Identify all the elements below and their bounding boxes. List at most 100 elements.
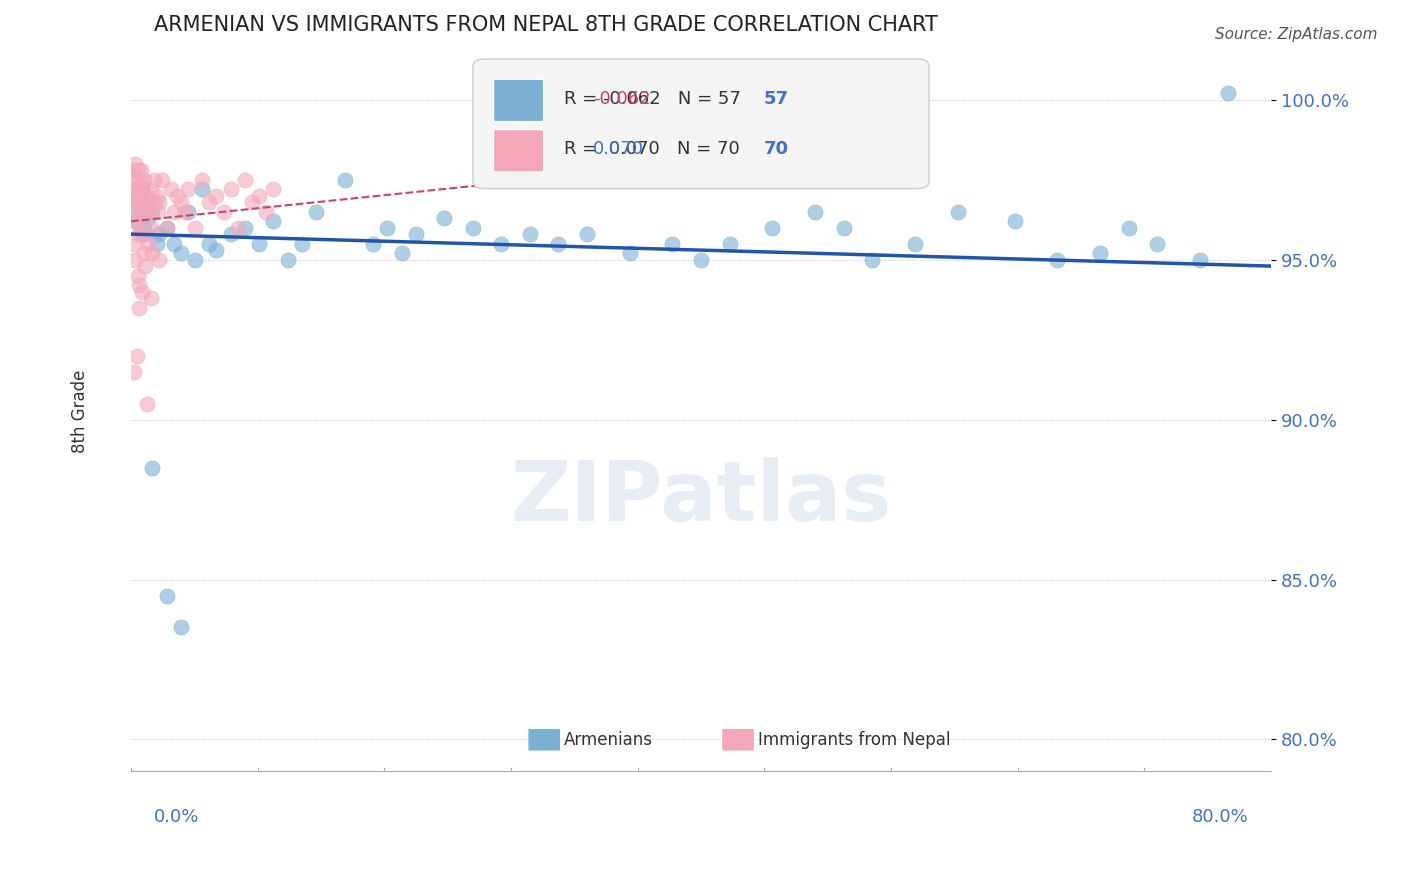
Point: [141, 220, 163, 235]
Point: [129, 188, 152, 202]
Point: [170, 620, 193, 634]
Text: Armenians: Armenians: [564, 731, 654, 748]
Point: [1146, 236, 1168, 251]
Point: [148, 227, 170, 241]
Text: 0.0%: 0.0%: [153, 808, 200, 826]
Point: [128, 188, 150, 202]
FancyBboxPatch shape: [494, 79, 544, 121]
Point: [136, 195, 159, 210]
Point: [191, 182, 214, 196]
Point: [150, 173, 173, 187]
Point: [138, 204, 160, 219]
Point: [132, 220, 155, 235]
Text: 80.0%: 80.0%: [1191, 808, 1249, 826]
Point: [127, 195, 149, 210]
Point: [184, 252, 207, 267]
Point: [141, 246, 163, 260]
Point: [145, 236, 167, 251]
Point: [198, 195, 221, 210]
Point: [125, 182, 148, 196]
Point: [128, 278, 150, 293]
Point: [619, 246, 641, 260]
Point: [860, 252, 883, 267]
Point: [128, 173, 150, 187]
FancyBboxPatch shape: [721, 728, 755, 751]
Point: [143, 195, 166, 210]
Point: [122, 365, 145, 379]
Point: [904, 236, 927, 251]
Point: [131, 285, 153, 299]
Point: [198, 236, 221, 251]
Point: [291, 236, 314, 251]
Point: [142, 173, 165, 187]
Point: [547, 236, 569, 251]
Point: [146, 204, 169, 219]
Point: [804, 204, 827, 219]
Point: [247, 188, 270, 202]
Point: [205, 243, 228, 257]
Point: [127, 163, 149, 178]
Point: [391, 246, 413, 260]
Point: [122, 188, 145, 202]
Point: [134, 188, 156, 202]
Point: [177, 182, 200, 196]
Text: 0.070: 0.070: [593, 140, 644, 158]
Point: [461, 220, 484, 235]
Text: R =  0.070   N = 70: R = 0.070 N = 70: [564, 140, 740, 158]
Point: [718, 236, 741, 251]
Point: [262, 214, 284, 228]
Point: [131, 182, 153, 196]
Text: Source: ZipAtlas.com: Source: ZipAtlas.com: [1215, 27, 1378, 42]
Point: [254, 204, 277, 219]
Point: [148, 252, 170, 267]
Point: [240, 195, 263, 210]
Point: [127, 188, 149, 202]
Point: [124, 157, 146, 171]
Point: [1046, 252, 1069, 267]
Point: [132, 173, 155, 187]
Point: [155, 220, 177, 235]
Point: [170, 246, 193, 260]
Point: [135, 396, 157, 410]
Point: [134, 227, 156, 241]
Point: [132, 246, 155, 260]
Point: [122, 173, 145, 187]
Point: [127, 268, 149, 283]
Point: [233, 220, 256, 235]
Point: [128, 227, 150, 241]
Point: [145, 188, 167, 202]
Point: [141, 460, 163, 475]
Text: ZIPatlas: ZIPatlas: [510, 458, 891, 539]
Point: [219, 227, 242, 241]
Point: [946, 204, 969, 219]
Point: [128, 301, 150, 315]
Point: [155, 589, 177, 603]
Point: [1188, 252, 1211, 267]
Point: [125, 349, 148, 363]
Point: [212, 204, 235, 219]
Text: 57: 57: [763, 89, 789, 108]
Point: [129, 227, 152, 241]
FancyBboxPatch shape: [472, 59, 929, 188]
Point: [125, 214, 148, 228]
Point: [125, 204, 148, 219]
Text: -0.062: -0.062: [593, 89, 651, 108]
Point: [832, 220, 855, 235]
Point: [1088, 246, 1111, 260]
Point: [184, 220, 207, 235]
Point: [136, 236, 159, 251]
FancyBboxPatch shape: [494, 129, 544, 172]
Text: 70: 70: [763, 140, 789, 158]
Point: [405, 227, 427, 241]
Point: [519, 227, 541, 241]
Point: [125, 204, 148, 219]
Point: [205, 188, 228, 202]
Point: [247, 236, 270, 251]
FancyBboxPatch shape: [527, 728, 561, 751]
Point: [191, 173, 214, 187]
Point: [128, 179, 150, 194]
Y-axis label: 8th Grade: 8th Grade: [72, 370, 89, 453]
Point: [333, 173, 356, 187]
Point: [129, 220, 152, 235]
Point: [377, 220, 399, 235]
